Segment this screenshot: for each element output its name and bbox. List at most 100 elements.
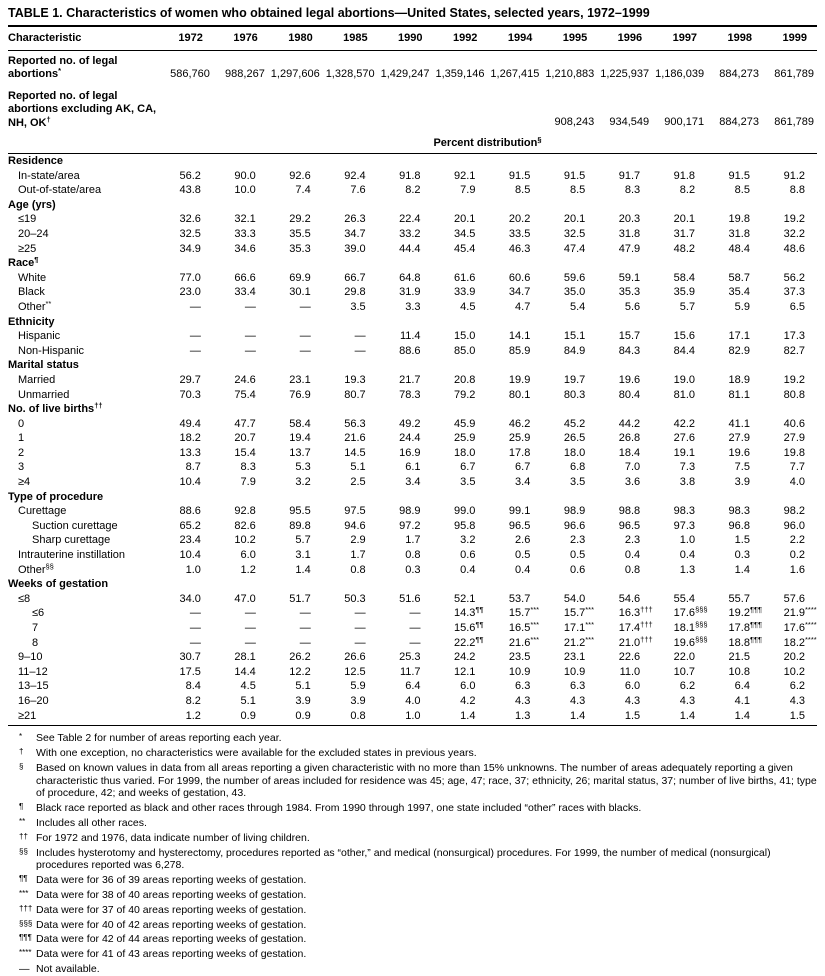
- cell-value: 15.7: [618, 330, 641, 343]
- cell-value: 96.8: [728, 519, 750, 532]
- table-row: 11–12 17.5 14.4 12.2 12.5 11.7 12.1 10.9 10.9 11.…: [8, 665, 817, 680]
- cell-value: 91.5: [728, 169, 750, 182]
- cell-value: 48.2: [673, 242, 696, 255]
- row-label: 8: [32, 636, 39, 649]
- cell-value: 33.2: [399, 227, 421, 240]
- cell-value: 66.7: [344, 271, 366, 284]
- cell-value: 18.1§§§: [673, 620, 708, 634]
- cell-value: 47.4: [563, 242, 586, 255]
- footnote-marker: †: [46, 114, 51, 124]
- cell-value: 21.9****: [783, 605, 817, 620]
- cell-value: 6.2: [789, 680, 805, 693]
- cell-value: 15.6¶¶: [454, 620, 484, 634]
- cell-value: 1.0: [679, 534, 696, 547]
- cell-value: 17.3: [783, 330, 805, 343]
- cell-value: 4.5: [240, 680, 256, 693]
- footnote-text: Not available.: [36, 962, 100, 975]
- cell-value: 19.6: [618, 373, 641, 386]
- table-row: Other§§ 1.0 1.2 1.4 0.8 0.3 0.4 0.4 0.6 0.8 1.3 1.4…: [8, 561, 817, 578]
- col-header-year: 1994: [487, 27, 543, 51]
- cell-value: 11.7: [399, 665, 421, 678]
- cell-value: 19.6§§§: [673, 634, 708, 649]
- cell-value: 18.2****: [783, 634, 817, 649]
- cell-value: 0.8: [350, 563, 366, 576]
- cell-value: 18.4: [618, 446, 641, 459]
- cell-value: 23.1: [563, 651, 586, 664]
- cell-value: 54.6: [618, 592, 641, 605]
- table-row: 3 8.7 8.3 5.3 5.1 6.1 6.7 6.7 6.8 7.0 7.3 7.5 7.7: [8, 460, 817, 475]
- row-label: In-state/area: [18, 169, 80, 182]
- cell-value: 32.1: [234, 213, 256, 226]
- cell-value: 2.6: [515, 534, 531, 547]
- row-label: ≤8: [18, 592, 31, 605]
- cell-value: 0.5: [569, 549, 586, 562]
- footnote-text: Data were for 40 of 42 areas reporting w…: [36, 918, 307, 931]
- cell-value: 98.3: [728, 505, 750, 518]
- table-row: 7 — — — — — 15.6¶¶ 16.5*** 17.1*** 17.4††† 18.1§§§…: [8, 621, 817, 636]
- cell-value: 49.2: [399, 417, 421, 430]
- cell-value: 82.6: [234, 519, 256, 532]
- col-header-year: 1996: [597, 27, 653, 51]
- cell-value: 34.6: [234, 242, 256, 255]
- cell-value: 7.7: [789, 461, 805, 474]
- cell-value: 25.3: [399, 651, 421, 664]
- cell-value: 0.3: [734, 549, 750, 562]
- cell-value: 1.4: [295, 563, 311, 576]
- cell-value: 1.4: [707, 708, 762, 727]
- cell-value: 57.6: [783, 592, 805, 605]
- cell-value: —: [299, 636, 311, 649]
- cell-value: 10.9: [508, 665, 531, 678]
- table-row: Age (yrs): [8, 198, 817, 213]
- section-label: Age (yrs): [8, 198, 56, 211]
- row-label: Other§§: [18, 561, 54, 576]
- footnote-text: Data were for 41 of 43 areas reporting w…: [36, 948, 307, 961]
- row-label: White: [18, 271, 47, 284]
- cell-value: 27.9: [728, 432, 750, 445]
- cell-value: 45.2: [563, 417, 586, 430]
- cell-value: 15.7***: [508, 605, 540, 620]
- row-label: Other**: [18, 298, 52, 313]
- cell-value: 65.2: [179, 519, 201, 532]
- cell-value: 56.2: [783, 271, 805, 284]
- cell-value: 24.6: [234, 373, 256, 386]
- cell-value: 32.5: [179, 227, 201, 240]
- cell-value: 31.8: [618, 227, 641, 240]
- col-header-year: 1976: [212, 27, 268, 51]
- cell-value: 14.3¶¶: [454, 605, 484, 620]
- cell-value: 33.5: [508, 227, 531, 240]
- cell-value: 80.3: [563, 388, 586, 401]
- footnote-marker: ****: [19, 948, 32, 958]
- table-row: Non-Hispanic — — — — 88.6 85.0 85.9 84.9 84.3 84.4…: [8, 344, 817, 359]
- cell-value: 91.8: [673, 169, 696, 182]
- cell-value: 29.2: [289, 213, 311, 226]
- cell-value: 8.2: [185, 694, 201, 707]
- table-row: 2 13.3 15.4 13.7 14.5 16.9 18.0 17.8 18.0 18.4 19.…: [8, 446, 817, 461]
- cell-value: 3.9: [295, 694, 311, 707]
- cell-value: [213, 86, 268, 135]
- cell-value: 3.6: [624, 476, 641, 489]
- cell-value: 49.4: [179, 417, 201, 430]
- cell-value: 97.2: [399, 519, 421, 532]
- cell-value: —: [354, 622, 366, 634]
- cell-value: 31.9: [399, 286, 421, 299]
- cell-value: 1.3: [679, 563, 696, 576]
- cell-value: 25.9: [454, 432, 476, 445]
- cell-value: 1.2: [158, 708, 213, 727]
- cell-value: [378, 86, 433, 135]
- cell-value: 92.1: [454, 169, 476, 182]
- cell-value: 3.4: [515, 476, 531, 489]
- cell-value: 19.9: [508, 373, 531, 386]
- cell-value: 1,328,570: [325, 67, 375, 80]
- cell-value: 56.3: [344, 417, 366, 430]
- row-label: 11–12: [18, 665, 48, 678]
- cell-value: —: [299, 330, 311, 343]
- cell-value: 861,789: [774, 67, 814, 80]
- cell-value: 81.1: [728, 388, 750, 401]
- cell-value: 6.4: [734, 680, 750, 693]
- cell-value: 0.4: [515, 563, 531, 576]
- row-label: 3: [18, 461, 25, 474]
- footnote-marker: ¶¶: [19, 874, 28, 884]
- cell-value: 16.5***: [508, 620, 540, 634]
- section-label: Race¶: [8, 255, 39, 270]
- cell-value: —: [354, 330, 366, 343]
